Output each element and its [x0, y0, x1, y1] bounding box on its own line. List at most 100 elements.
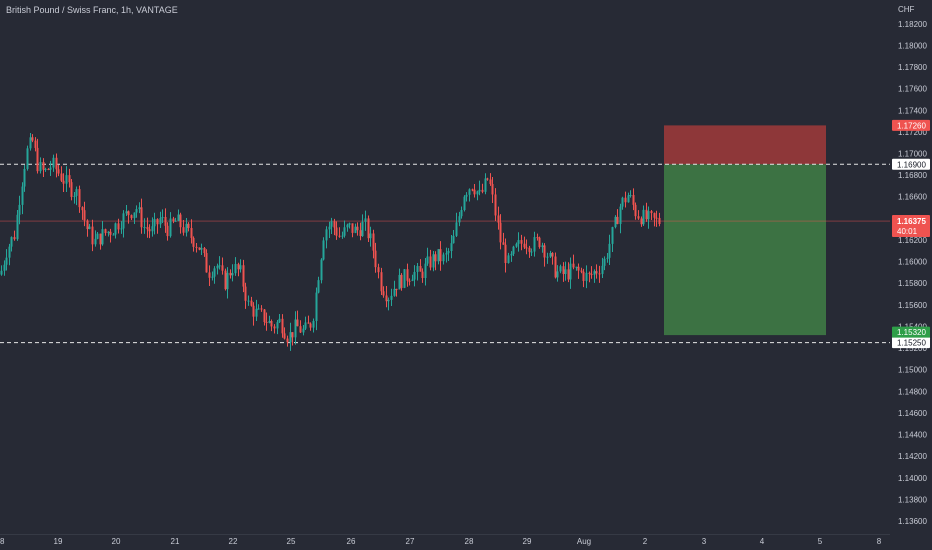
candle-body — [26, 148, 29, 169]
candle-body — [148, 229, 151, 232]
candle-body — [260, 308, 263, 310]
candle-body — [164, 216, 167, 226]
candle-body — [70, 182, 73, 197]
candle-body — [190, 227, 193, 238]
candle-body — [10, 237, 13, 247]
candle-body — [385, 295, 388, 302]
candle-body — [372, 233, 375, 251]
candle-body — [632, 195, 635, 205]
candle-body — [538, 237, 541, 248]
candle-body — [549, 252, 552, 257]
candle-body — [523, 243, 526, 248]
candle-body — [52, 157, 55, 168]
candle-body — [356, 226, 359, 231]
candle-body — [5, 257, 8, 265]
take-profit-zone — [664, 164, 826, 336]
candle-body — [426, 256, 429, 264]
candle-body — [382, 291, 385, 296]
candle-body — [304, 322, 307, 329]
candle-body — [634, 204, 637, 217]
candle-body — [133, 212, 136, 219]
candle-body — [65, 175, 68, 184]
candle-body — [216, 265, 219, 269]
candle-body — [270, 321, 273, 327]
candle-body — [647, 211, 650, 220]
candle-body — [343, 227, 346, 236]
x-tick-label: 2 — [643, 537, 648, 546]
candle-body — [502, 242, 505, 245]
candle-body — [611, 227, 614, 244]
candle-body — [29, 137, 32, 149]
candle-body — [562, 266, 565, 275]
candle-body — [86, 220, 89, 230]
candle-body — [403, 269, 406, 288]
candle-body — [658, 217, 661, 225]
candle-body — [289, 332, 292, 343]
y-tick-label: 1.17000 — [898, 149, 927, 158]
candle-body — [247, 300, 250, 302]
candle-body — [465, 194, 468, 197]
candle-body — [234, 264, 237, 274]
candle-body — [499, 222, 502, 243]
candle-body — [75, 189, 78, 196]
candle-body — [291, 332, 294, 338]
candle-body — [458, 216, 461, 223]
candle-body — [192, 237, 195, 247]
candle-body — [442, 254, 445, 262]
y-tick-label: 1.15600 — [898, 301, 927, 310]
candle-body — [497, 215, 500, 223]
candle-body — [255, 308, 258, 317]
candle-body — [179, 214, 182, 228]
candle-body — [312, 320, 315, 328]
y-tick-label: 1.17400 — [898, 106, 927, 115]
x-tick-label: 18 — [0, 537, 5, 546]
candle-body — [585, 272, 588, 281]
candle-body — [62, 180, 65, 184]
candle-body — [283, 333, 286, 339]
candle-body — [195, 246, 198, 248]
y-tick-label: 1.18000 — [898, 41, 927, 50]
candle-body — [546, 256, 549, 258]
candle-body — [595, 271, 598, 274]
candle-body — [629, 195, 632, 197]
candle-body — [517, 240, 520, 244]
candle-body — [174, 220, 177, 222]
candle-body — [166, 225, 169, 237]
level-price-tag-bg — [892, 337, 930, 349]
candle-body — [250, 300, 253, 306]
price-axis-panel — [890, 0, 932, 550]
candle-body — [361, 221, 364, 237]
candle-body — [419, 265, 422, 272]
candle-body — [213, 268, 216, 277]
candle-body — [520, 240, 523, 244]
x-tick-label: 26 — [347, 537, 356, 546]
candle-body — [252, 305, 255, 317]
y-tick-label: 1.16800 — [898, 171, 927, 180]
candle-body — [650, 211, 653, 214]
candle-body — [114, 223, 117, 235]
candle-body — [211, 276, 214, 278]
candle-body — [218, 265, 221, 267]
candle-body — [346, 224, 349, 228]
candle-body — [603, 258, 606, 266]
candle-body — [18, 204, 21, 215]
candle-body — [507, 255, 510, 264]
candle-body — [564, 269, 567, 275]
candle-body — [328, 226, 331, 230]
candle-body — [299, 326, 302, 333]
y-tick-label: 1.16200 — [898, 236, 927, 245]
candle-body — [476, 191, 479, 195]
candle-body — [556, 271, 559, 278]
currency-label: CHF — [898, 5, 915, 14]
candle-body — [400, 274, 403, 288]
candle-body — [543, 245, 546, 258]
level-price-tag: 1.15250 — [897, 339, 926, 348]
candle-body — [182, 227, 185, 233]
candle-body — [408, 280, 411, 282]
candle-body — [153, 218, 156, 227]
x-tick-label: 5 — [818, 537, 823, 546]
candle-body — [447, 250, 450, 254]
candle-body — [463, 196, 466, 211]
